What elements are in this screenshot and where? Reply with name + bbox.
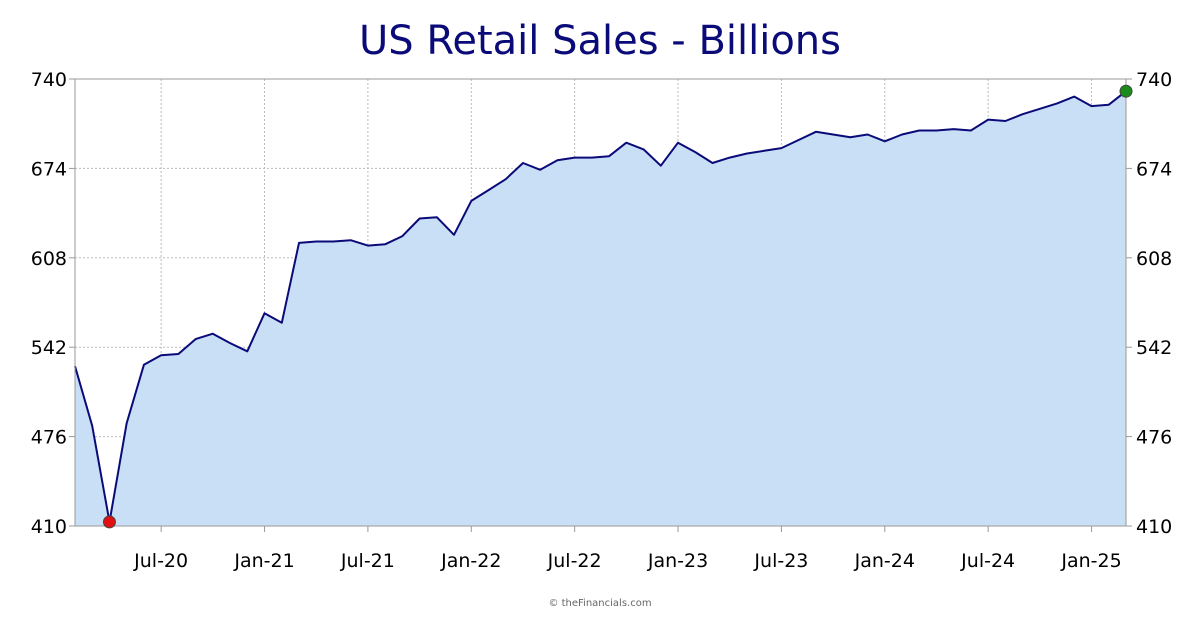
x-tick-label: Jan-25	[1060, 550, 1121, 572]
y-axis-right: 410 476 542 608 674 740	[1126, 69, 1172, 538]
credit-text: © theFinancials.com	[548, 598, 652, 609]
series-line	[74, 90, 1127, 523]
y-tick-label-left: 608	[31, 248, 67, 270]
y-tick-label-left: 674	[31, 158, 67, 180]
x-tick-label: Jan-21	[233, 550, 294, 572]
x-tick-label: Jan-22	[440, 550, 501, 572]
y-tick-label-right: 542	[1136, 337, 1172, 359]
x-tick-label: Jul-23	[753, 550, 808, 572]
y-axis-left: 410 476 542 608 674 740	[31, 69, 75, 538]
x-tick-label: Jul-22	[547, 550, 602, 572]
x-tick-label: Jan-24	[854, 550, 915, 572]
y-tick-label-right: 476	[1136, 427, 1172, 449]
x-tick-label: Jul-24	[960, 550, 1015, 572]
plot-border	[74, 78, 1127, 527]
y-tick-label-left: 740	[31, 69, 67, 91]
y-tick-label-right: 608	[1136, 248, 1172, 270]
y-tick-label-right: 674	[1136, 158, 1172, 180]
x-axis: Jul-20 Jan-21 Jul-21 Jan-22 Jul-22 Jan-23 Jul-…	[133, 526, 1122, 572]
max-point-marker	[1119, 84, 1133, 98]
y-tick-label-left: 542	[31, 337, 67, 359]
y-tick-label-right: 410	[1136, 516, 1172, 538]
chart-title: US Retail Sales - Billions	[358, 18, 841, 64]
x-tick-label: Jul-20	[133, 550, 188, 572]
y-tick-label-left: 410	[31, 516, 67, 538]
min-point-marker	[102, 515, 116, 529]
x-tick-label: Jul-21	[340, 550, 395, 572]
y-tick-label-right: 740	[1136, 69, 1172, 91]
area-fill	[75, 91, 1126, 526]
x-tick-label: Jan-23	[647, 550, 708, 572]
extreme-markers	[102, 84, 1133, 529]
y-tick-label-left: 476	[31, 427, 67, 449]
